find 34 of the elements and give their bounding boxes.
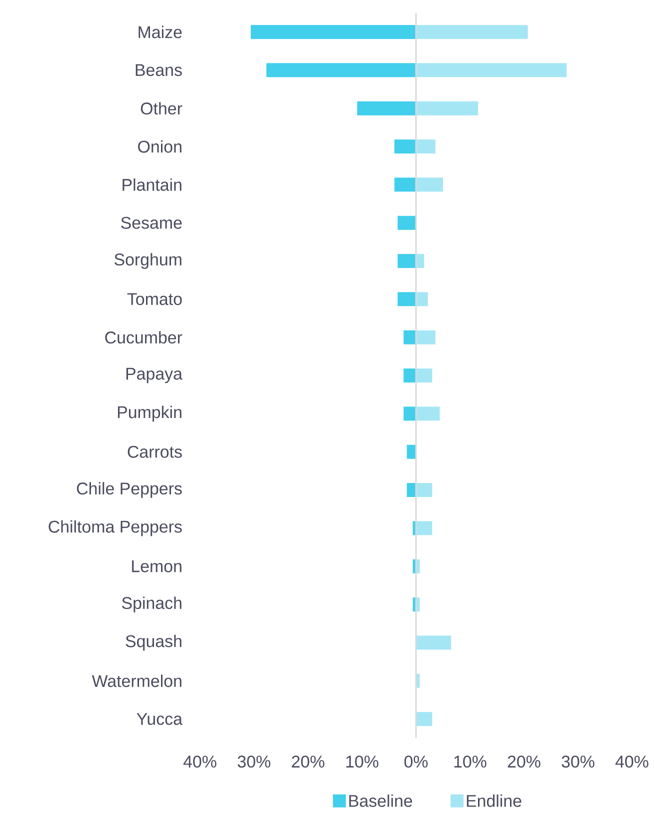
x-tick-label: 0% xyxy=(404,756,428,768)
y-tick-label: Spinach xyxy=(122,596,182,612)
bar xyxy=(406,444,416,459)
x-tick-label: 20% xyxy=(508,756,540,768)
legend-label: Baseline xyxy=(349,794,412,807)
x-tick-label: 20% xyxy=(292,756,324,768)
x-tick-label: 10% xyxy=(454,756,486,768)
x-tick-label: 40% xyxy=(615,756,648,768)
y-tick-label: Other xyxy=(140,102,182,115)
y-tick-label: Onion xyxy=(138,140,182,153)
y-tick-label: Chile Peppers xyxy=(76,482,182,498)
bar xyxy=(416,636,452,650)
y-tick-label: Carrots xyxy=(128,446,182,458)
y-tick-label: Pumpkin xyxy=(118,406,182,422)
x-tick-label: 10% xyxy=(346,756,378,768)
y-tick-label: Plantain xyxy=(122,178,182,191)
y-tick-label: Maize xyxy=(138,26,182,38)
y-tick-label: Watermelon xyxy=(92,674,182,688)
x-tick-label: 30% xyxy=(238,756,270,768)
y-tick-label: Sesame xyxy=(121,216,182,229)
y-tick-label: Squash xyxy=(126,634,182,651)
x-tick-label: 30% xyxy=(562,756,594,768)
legend-label: Endline xyxy=(466,794,522,807)
bar xyxy=(398,216,416,230)
y-tick-label: Papaya xyxy=(126,368,182,384)
y-tick-label: Cucumber xyxy=(105,331,182,344)
bar xyxy=(416,712,432,726)
y-tick-label: Lemon xyxy=(132,560,182,572)
y-tick-label: Beans xyxy=(136,64,182,76)
y-tick-label: Chiltoma Peppers xyxy=(48,520,182,536)
y-tick-label: Sorghum xyxy=(114,253,182,269)
x-tick-label: 40% xyxy=(183,756,216,768)
y-tick-label: Yucca xyxy=(136,713,182,725)
y-tick-label: Tomato xyxy=(127,293,182,306)
